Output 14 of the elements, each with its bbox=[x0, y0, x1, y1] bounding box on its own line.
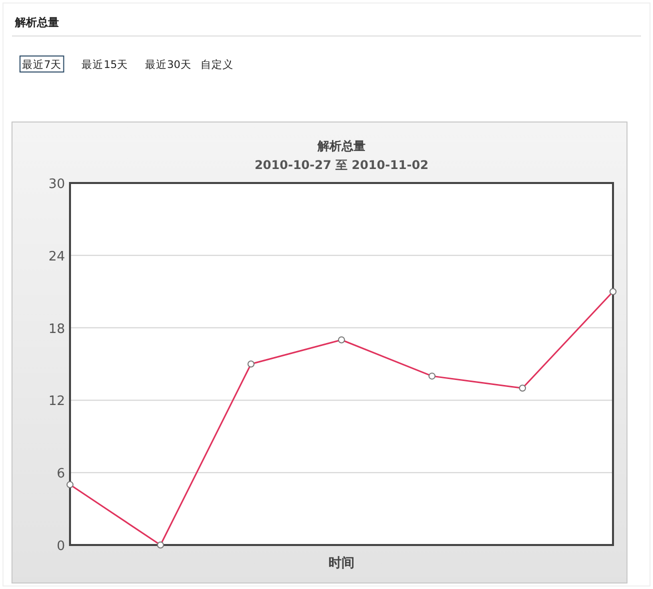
chart-subtitle: 2010-10-27 至 2010-11-02 bbox=[254, 158, 428, 172]
chart-title: 解析总量 bbox=[316, 139, 366, 153]
y-tick-label: 0 bbox=[56, 539, 65, 554]
text: 解析总量 bbox=[14, 16, 59, 29]
y-tick-label: 30 bbox=[48, 177, 65, 192]
text: 自定义 bbox=[200, 58, 234, 71]
y-tick-label: 18 bbox=[48, 322, 65, 337]
y-tick-label: 12 bbox=[48, 394, 65, 410]
x-axis-title: 时间 bbox=[328, 556, 354, 571]
text: 最近30天 bbox=[145, 58, 192, 71]
y-tick-label: 24 bbox=[48, 249, 65, 264]
text: 最近7天 bbox=[22, 58, 62, 71]
text: 最近15天 bbox=[82, 58, 128, 71]
y-tick-label: 6 bbox=[56, 466, 65, 482]
